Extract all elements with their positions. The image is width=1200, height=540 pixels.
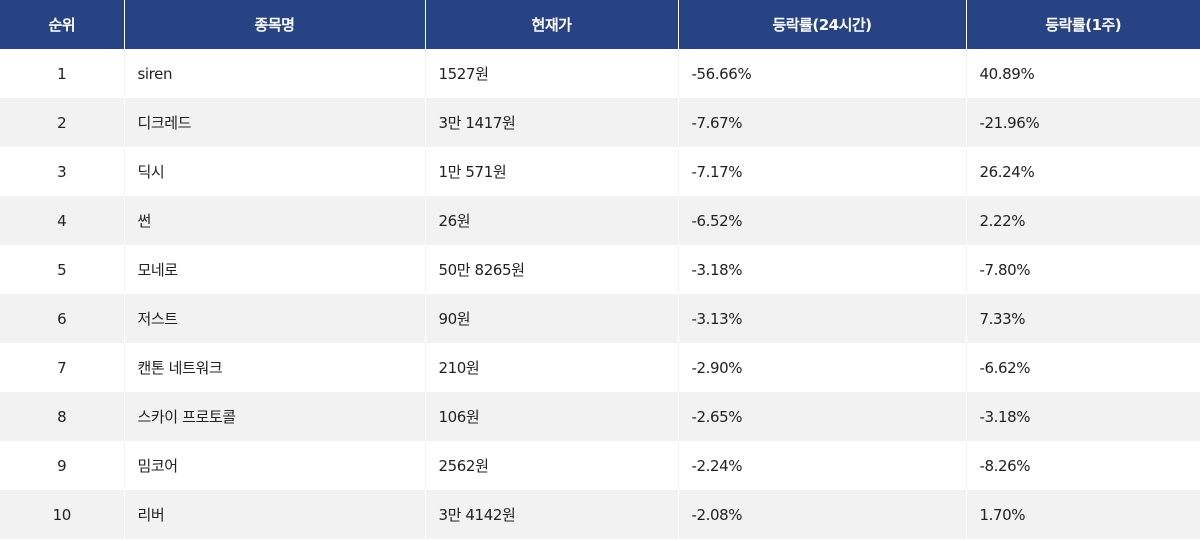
table-row: 10 리버 3만 4142원 -2.08% 1.70% [0, 490, 1200, 539]
change-24h-cell: -7.67% [677, 98, 966, 147]
name-cell: 딕시 [123, 147, 425, 196]
price-cell: 26원 [424, 196, 678, 245]
price-cell: 3만 1417원 [424, 98, 678, 147]
rank-cell: 1 [0, 49, 124, 98]
price-cell: 106원 [424, 392, 678, 441]
change-1w-cell: 2.22% [965, 196, 1200, 245]
price-cell: 1527원 [424, 49, 678, 98]
price-cell: 50만 8265원 [424, 245, 678, 294]
table-row: 5 모네로 50만 8265원 -3.18% -7.80% [0, 245, 1200, 294]
change-1w-cell: -8.26% [965, 441, 1200, 490]
name-cell: 스카이 프로토콜 [123, 392, 425, 441]
table-row: 3 딕시 1만 571원 -7.17% 26.24% [0, 147, 1200, 196]
change-1w-cell: 1.70% [965, 490, 1200, 539]
change-24h-cell: -7.17% [677, 147, 966, 196]
rank-cell: 2 [0, 98, 124, 147]
change-24h-cell: -3.18% [677, 245, 966, 294]
table-header: 순위 종목명 현재가 등락률(24시간) 등락률(1주) [0, 0, 1200, 49]
name-cell: 모네로 [123, 245, 425, 294]
header-row: 순위 종목명 현재가 등락률(24시간) 등락률(1주) [0, 0, 1200, 49]
header-price: 현재가 [424, 0, 678, 49]
name-cell: 캔톤 네트워크 [123, 343, 425, 392]
table-row: 7 캔톤 네트워크 210원 -2.90% -6.62% [0, 343, 1200, 392]
rank-cell: 8 [0, 392, 124, 441]
rank-cell: 7 [0, 343, 124, 392]
table-row: 8 스카이 프로토콜 106원 -2.65% -3.18% [0, 392, 1200, 441]
price-cell: 210원 [424, 343, 678, 392]
change-1w-cell: -3.18% [965, 392, 1200, 441]
rank-cell: 9 [0, 441, 124, 490]
rank-cell: 4 [0, 196, 124, 245]
change-1w-cell: -7.80% [965, 245, 1200, 294]
name-cell: siren [123, 49, 425, 98]
name-cell: 리버 [123, 490, 425, 539]
price-cell: 2562원 [424, 441, 678, 490]
change-24h-cell: -2.90% [677, 343, 966, 392]
change-24h-cell: -6.52% [677, 196, 966, 245]
rank-cell: 10 [0, 490, 124, 539]
price-cell: 90원 [424, 294, 678, 343]
header-name: 종목명 [123, 0, 425, 49]
change-24h-cell: -56.66% [677, 49, 966, 98]
table-row: 6 저스트 90원 -3.13% 7.33% [0, 294, 1200, 343]
change-24h-cell: -2.08% [677, 490, 966, 539]
price-cell: 3만 4142원 [424, 490, 678, 539]
name-cell: 썬 [123, 196, 425, 245]
rank-cell: 3 [0, 147, 124, 196]
name-cell: 디크레드 [123, 98, 425, 147]
change-1w-cell: -6.62% [965, 343, 1200, 392]
rank-cell: 6 [0, 294, 124, 343]
change-24h-cell: -3.13% [677, 294, 966, 343]
name-cell: 저스트 [123, 294, 425, 343]
rank-cell: 5 [0, 245, 124, 294]
change-1w-cell: 40.89% [965, 49, 1200, 98]
header-rank: 순위 [0, 0, 124, 49]
change-1w-cell: 7.33% [965, 294, 1200, 343]
change-1w-cell: -21.96% [965, 98, 1200, 147]
table-row: 1 siren 1527원 -56.66% 40.89% [0, 49, 1200, 98]
header-change-24h: 등락률(24시간) [677, 0, 966, 49]
header-change-1w: 등락률(1주) [965, 0, 1200, 49]
table-row: 4 썬 26원 -6.52% 2.22% [0, 196, 1200, 245]
name-cell: 밈코어 [123, 441, 425, 490]
change-1w-cell: 26.24% [965, 147, 1200, 196]
table-row: 2 디크레드 3만 1417원 -7.67% -21.96% [0, 98, 1200, 147]
table-row: 9 밈코어 2562원 -2.24% -8.26% [0, 441, 1200, 490]
table-body: 1 siren 1527원 -56.66% 40.89% 2 디크레드 3만 1… [0, 49, 1200, 539]
price-cell: 1만 571원 [424, 147, 678, 196]
change-24h-cell: -2.24% [677, 441, 966, 490]
change-24h-cell: -2.65% [677, 392, 966, 441]
